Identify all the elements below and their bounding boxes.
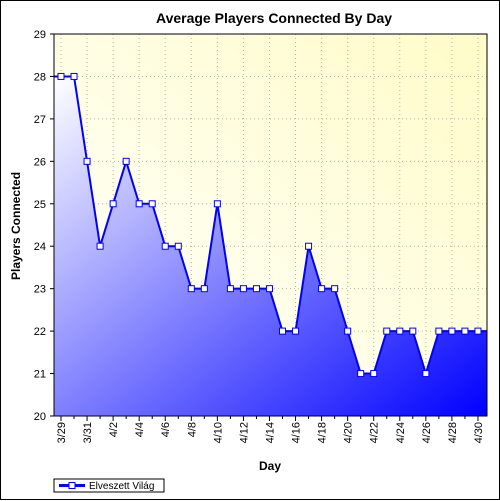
data-point <box>252 285 260 293</box>
series-area-fill <box>54 76 487 416</box>
x-tick-label: 4/28 <box>447 422 459 443</box>
y-tick-label: 27 <box>34 114 46 126</box>
x-tick-label: 4/18 <box>317 422 329 443</box>
x-tick-label: 4/6 <box>160 422 172 437</box>
y-tick-label: 23 <box>34 284 46 296</box>
x-tick-label: 4/4 <box>134 422 146 437</box>
data-point <box>357 370 365 378</box>
legend: Elveszett Világ <box>53 478 165 493</box>
data-point <box>239 285 247 293</box>
data-point <box>226 285 234 293</box>
data-point <box>435 327 443 335</box>
y-tick-label: 25 <box>34 199 46 211</box>
x-tick-label: 3/29 <box>56 422 68 443</box>
data-point <box>187 285 195 293</box>
data-point <box>461 327 469 335</box>
plot-border <box>53 33 488 417</box>
y-tick-label: 21 <box>34 369 46 381</box>
data-point <box>279 327 287 335</box>
data-point <box>161 242 169 250</box>
y-tick-label: 29 <box>34 29 46 41</box>
series-markers <box>57 72 482 378</box>
data-point <box>213 200 221 208</box>
chart-title: Average Players Connected By Day <box>156 10 392 26</box>
data-point <box>383 327 391 335</box>
data-point <box>331 285 339 293</box>
data-point <box>265 285 273 293</box>
y-tick-label: 28 <box>34 71 46 83</box>
data-point <box>474 327 482 335</box>
data-point <box>344 327 352 335</box>
data-point <box>96 242 104 250</box>
x-tick-label: 3/31 <box>82 422 94 443</box>
x-tick-label: 4/16 <box>291 422 303 443</box>
x-tick-label: 4/22 <box>369 422 381 443</box>
y-axis: 20 21 22 23 24 25 26 27 28 29 <box>34 29 54 423</box>
data-point <box>57 72 65 80</box>
legend-box <box>53 478 165 493</box>
data-point <box>174 242 182 250</box>
data-point <box>370 370 378 378</box>
data-point <box>448 327 456 335</box>
data-point <box>122 157 130 165</box>
data-point <box>422 370 430 378</box>
x-axis: 3/29 3/31 4/2 4/4 4/6 4/8 4/10 4/12 4/14 4/16 4/18… <box>56 416 485 443</box>
legend-marker-swatch <box>68 482 76 489</box>
y-tick-label: 24 <box>34 241 46 253</box>
data-point <box>409 327 417 335</box>
y-tick-label: 26 <box>34 156 46 168</box>
y-tick-label: 20 <box>34 411 46 423</box>
x-tick-label: 4/2 <box>108 422 120 437</box>
data-point <box>396 327 404 335</box>
data-point <box>200 285 208 293</box>
data-point <box>305 242 313 250</box>
x-tick-label: 4/30 <box>473 422 485 443</box>
data-point <box>109 200 117 208</box>
data-point <box>83 157 91 165</box>
x-tick-label: 4/14 <box>264 422 276 443</box>
y-axis-title: Players Connected <box>9 172 23 280</box>
x-tick-label: 4/10 <box>212 422 224 443</box>
data-point <box>148 200 156 208</box>
x-tick-label: 4/24 <box>395 422 407 443</box>
legend-label: Elveszett Világ <box>89 481 154 492</box>
x-tick-label: 4/26 <box>421 422 433 443</box>
data-point <box>70 72 78 80</box>
data-point <box>135 200 143 208</box>
x-tick-label: 4/20 <box>343 422 355 443</box>
x-axis-title: Day <box>259 459 281 473</box>
data-point <box>292 327 300 335</box>
y-tick-label: 22 <box>34 326 46 338</box>
x-tick-label: 4/8 <box>186 422 198 437</box>
data-point <box>318 285 326 293</box>
x-tick-label: 4/12 <box>238 422 250 443</box>
